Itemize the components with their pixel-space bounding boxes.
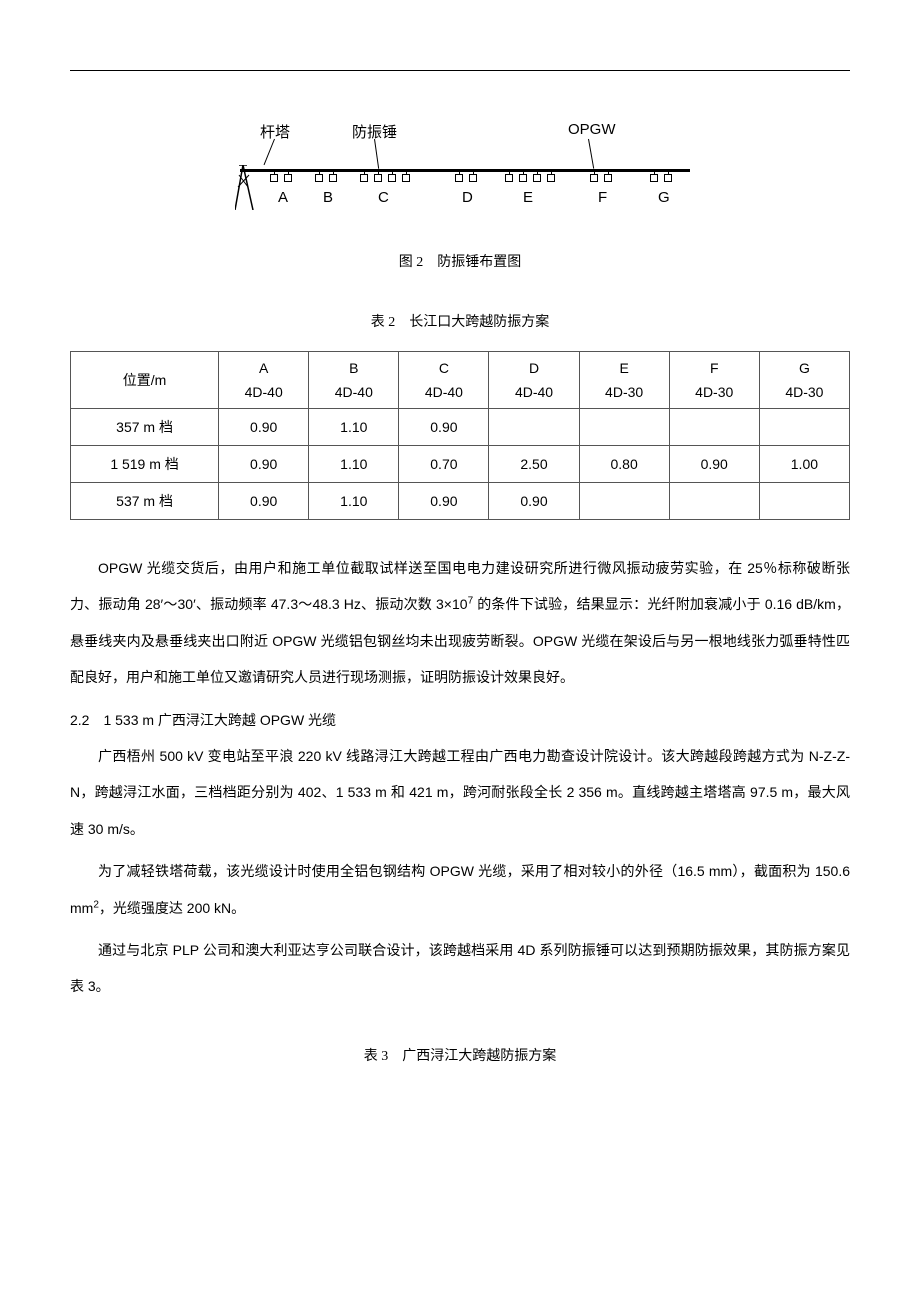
table2-r1-v6: 1.00 <box>759 446 849 483</box>
leader-line-damper <box>374 139 379 169</box>
table2-col-b: B <box>309 352 399 381</box>
label-opgw: OPGW <box>568 121 616 138</box>
table2-r0-v0: 0.90 <box>219 409 309 446</box>
paragraph-1: OPGW 光缆交货后，由用户和施工单位截取试样送至国电电力建设研究所进行微风振动… <box>70 550 850 696</box>
table2-r0-label: 357 m 档 <box>71 409 219 446</box>
position-letter-g: G <box>658 189 670 206</box>
figure2-caption: 图 2 防振锤布置图 <box>70 251 850 271</box>
damper-group-b <box>315 169 339 188</box>
damper-group-e <box>505 169 557 188</box>
table2-r1-v0: 0.90 <box>219 446 309 483</box>
damper-group-d <box>455 169 479 188</box>
table2-col-a: A <box>219 352 309 381</box>
position-letter-e: E <box>523 189 533 206</box>
table2-col-d: D <box>489 352 579 381</box>
table2-sub-a: 4D-40 <box>219 380 309 409</box>
table2-r1-v5: 0.90 <box>669 446 759 483</box>
table2-r1-v3: 2.50 <box>489 446 579 483</box>
top-horizontal-rule <box>70 70 850 71</box>
table2-col-g: G <box>759 352 849 381</box>
table2-r0-v3 <box>489 409 579 446</box>
table2-r2-v3: 0.90 <box>489 483 579 520</box>
p3-part2: ，光缆强度达 200 kN。 <box>99 900 245 916</box>
table2-col-e: E <box>579 352 669 381</box>
table2-r2-label: 537 m 档 <box>71 483 219 520</box>
paragraph-2: 广西梧州 500 kV 变电站至平浪 220 kV 线路浔江大跨越工程由广西电力… <box>70 738 850 847</box>
damper-group-a <box>270 169 294 188</box>
position-letter-c: C <box>378 189 389 206</box>
section-heading-2-2: 2.2 1 533 m 广西浔江大跨越 OPGW 光缆 <box>70 702 850 738</box>
table2-r2-v4 <box>579 483 669 520</box>
leader-line-opgw <box>588 139 594 169</box>
paragraph-3: 为了减轻铁塔荷载，该光缆设计时使用全铝包钢结构 OPGW 光缆，采用了相对较小的… <box>70 853 850 926</box>
table2-sub-g: 4D-30 <box>759 380 849 409</box>
table2-r2-v2: 0.90 <box>399 483 489 520</box>
table2-col-c: C <box>399 352 489 381</box>
table2-r0-v4 <box>579 409 669 446</box>
damper-group-c <box>360 169 412 188</box>
damper-group-g <box>650 169 674 188</box>
damper-layout-diagram: 杆塔 防振锤 OPGW A B C <box>230 121 690 221</box>
table2-caption: 表 2 长江口大跨越防振方案 <box>70 311 850 331</box>
table2-row-header: 位置/m <box>71 352 219 409</box>
table2-sub-d: 4D-40 <box>489 380 579 409</box>
table2-row-537: 537 m 档 0.90 1.10 0.90 0.90 <box>71 483 850 520</box>
table2-r1-label: 1 519 m 档 <box>71 446 219 483</box>
position-letter-b: B <box>323 189 333 206</box>
leader-line-tower <box>264 139 275 165</box>
table2-row-1519: 1 519 m 档 0.90 1.10 0.70 2.50 0.80 0.90 … <box>71 446 850 483</box>
table2-r1-v4: 0.80 <box>579 446 669 483</box>
table2-sub-f: 4D-30 <box>669 380 759 409</box>
table2-header-row1: 位置/m A B C D E F G <box>71 352 850 381</box>
table2-r2-v6 <box>759 483 849 520</box>
position-letter-d: D <box>462 189 473 206</box>
table2-r0-v6 <box>759 409 849 446</box>
table3-caption: 表 3 广西浔江大跨越防振方案 <box>70 1045 850 1065</box>
tower-icon <box>235 165 265 210</box>
table2-r1-v2: 0.70 <box>399 446 489 483</box>
table2-r0-v2: 0.90 <box>399 409 489 446</box>
table2-sub-b: 4D-40 <box>309 380 399 409</box>
table2-col-f: F <box>669 352 759 381</box>
table2-r2-v1: 1.10 <box>309 483 399 520</box>
position-letter-a: A <box>278 189 288 206</box>
table2-r0-v1: 1.10 <box>309 409 399 446</box>
table2-r1-v1: 1.10 <box>309 446 399 483</box>
damper-group-f <box>590 169 614 188</box>
table2-row-357: 357 m 档 0.90 1.10 0.90 <box>71 409 850 446</box>
table2-sub-e: 4D-30 <box>579 380 669 409</box>
table2: 位置/m A B C D E F G 4D-40 4D-40 4D-40 4D-… <box>70 351 850 520</box>
position-letter-f: F <box>598 189 607 206</box>
table2-r0-v5 <box>669 409 759 446</box>
table2-r2-v0: 0.90 <box>219 483 309 520</box>
paragraph-4: 通过与北京 PLP 公司和澳大利亚达亨公司联合设计，该跨越档采用 4D 系列防振… <box>70 932 850 1005</box>
table2-r2-v5 <box>669 483 759 520</box>
table2-sub-c: 4D-40 <box>399 380 489 409</box>
